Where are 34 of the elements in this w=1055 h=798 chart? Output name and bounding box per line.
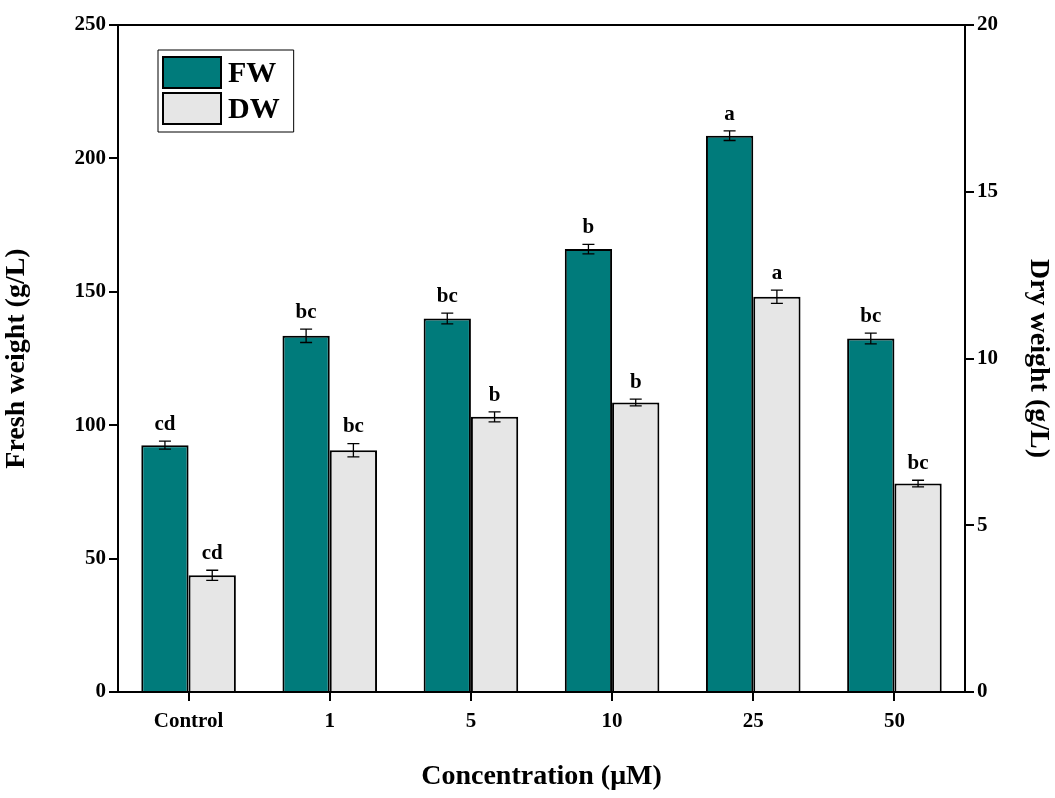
y2-tick-label: 15 bbox=[977, 178, 998, 203]
y2-tick-label: 20 bbox=[977, 11, 998, 36]
data-label: bc bbox=[295, 299, 317, 324]
y-tick-label: 200 bbox=[74, 144, 106, 169]
y2-tick-label: 10 bbox=[977, 344, 998, 369]
data-label: b bbox=[488, 381, 501, 406]
data-label: bc bbox=[907, 450, 929, 475]
x-tick-label: 50 bbox=[883, 708, 905, 733]
data-label: a bbox=[771, 260, 783, 285]
data-label: bc bbox=[436, 283, 458, 308]
legend-label: DW bbox=[228, 90, 280, 124]
x-axis-title: Concentration (μM) bbox=[421, 759, 662, 791]
y2-tick-label: 5 bbox=[977, 511, 988, 536]
x-tick-label: 10 bbox=[601, 708, 623, 733]
y-tick-label: 100 bbox=[74, 411, 106, 436]
data-label: b bbox=[582, 214, 595, 239]
y-tick-label: 0 bbox=[95, 678, 106, 703]
y-tick-label: 50 bbox=[85, 545, 106, 570]
x-tick-label: 5 bbox=[465, 708, 477, 733]
data-label: cd bbox=[201, 540, 224, 565]
x-tick-label: 25 bbox=[742, 708, 764, 733]
data-label: b bbox=[629, 369, 642, 394]
x-tick-label: 1 bbox=[324, 708, 335, 733]
y-tick-label: 250 bbox=[74, 11, 106, 36]
y2-tick-label: 0 bbox=[977, 678, 988, 703]
data-label: a bbox=[724, 100, 736, 125]
y-axis-title: Fresh weight (g/L) bbox=[0, 248, 31, 469]
legend-label: FW bbox=[228, 54, 277, 88]
y-tick-label: 150 bbox=[74, 278, 106, 303]
y2-axis-title: Dry weight (g/L) bbox=[1024, 258, 1055, 459]
x-tick-label: Control bbox=[153, 708, 224, 733]
data-label: bc bbox=[342, 413, 364, 438]
data-label: cd bbox=[154, 411, 176, 436]
data-label: bc bbox=[860, 303, 882, 328]
